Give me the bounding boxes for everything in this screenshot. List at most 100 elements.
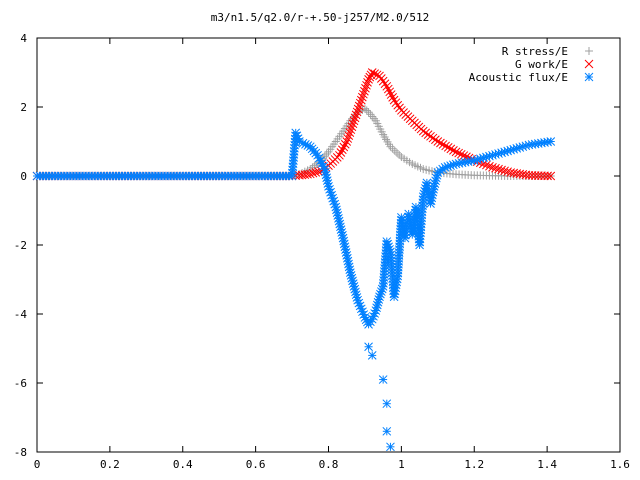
data-point <box>361 83 370 93</box>
data-point <box>385 87 395 97</box>
plot-frame <box>36 37 621 453</box>
legend-label: Acoustic flux/E <box>469 71 568 84</box>
data-point <box>308 168 318 178</box>
data-point <box>350 113 360 123</box>
data-point <box>388 144 397 153</box>
data-point <box>349 116 359 126</box>
data-point <box>335 150 344 160</box>
data-point <box>370 69 380 79</box>
data-point <box>357 92 367 102</box>
axis-ticks: 0 0.2 0.4 0.6 0.8 1 1.2 1.4 1.6 4 2 0 -2 -4 -6 -8 <box>14 32 630 471</box>
y-tick-label: 0 <box>20 170 27 183</box>
data-point <box>485 161 494 171</box>
data-point <box>370 114 379 123</box>
x-tick-label: 1 <box>398 458 405 471</box>
data-point <box>546 171 556 181</box>
data-point <box>367 351 377 360</box>
y-tick-label: 2 <box>20 101 27 114</box>
x-tick-label: 0 <box>34 458 41 471</box>
y-tick-label: -6 <box>14 377 27 390</box>
data-point <box>456 149 466 159</box>
data-point <box>337 145 347 155</box>
legend-label: R stress/E <box>502 45 568 58</box>
legend-marker <box>584 59 594 69</box>
data-point <box>443 143 453 152</box>
data-point <box>347 122 357 132</box>
data-point <box>336 148 346 157</box>
series-3 <box>32 128 556 452</box>
data-point <box>382 399 392 409</box>
data-point <box>436 138 445 148</box>
x-tick-label: 1.4 <box>537 458 557 471</box>
data-point <box>446 144 456 154</box>
data-point <box>354 101 364 111</box>
data-point <box>537 171 546 181</box>
data-point <box>524 170 534 180</box>
data-point <box>527 171 537 180</box>
data-point <box>441 141 450 151</box>
data-point <box>365 72 375 82</box>
x-tick-label: 0.4 <box>173 458 193 471</box>
data-point <box>320 152 329 161</box>
data-point <box>380 79 390 89</box>
x-tick-label: 1.2 <box>464 458 484 471</box>
data-point <box>376 74 386 83</box>
data-point <box>351 110 361 120</box>
data-point <box>375 71 384 81</box>
data-point <box>353 104 363 114</box>
data-point <box>340 139 350 149</box>
data-point <box>364 342 373 352</box>
data-point <box>389 95 399 105</box>
data-point <box>362 80 371 90</box>
data-point <box>393 148 402 157</box>
data-point <box>344 131 354 140</box>
data-point <box>322 150 331 159</box>
data-point <box>488 163 497 172</box>
data-point <box>494 164 503 174</box>
data-point <box>305 169 315 179</box>
data-point <box>451 147 461 157</box>
data-point <box>390 146 399 155</box>
data-point <box>366 110 375 119</box>
data-point <box>366 317 375 327</box>
data-point <box>383 84 393 94</box>
data-point <box>345 128 355 137</box>
x-tick-label: 0.6 <box>246 458 266 471</box>
data-point <box>368 112 377 121</box>
data-point <box>356 95 366 105</box>
data-point <box>303 169 312 179</box>
data-point <box>386 90 396 99</box>
data-point <box>378 375 388 384</box>
x-tick-label: 1.6 <box>610 458 630 471</box>
data-point <box>343 134 353 143</box>
data-point <box>346 125 356 135</box>
data-point <box>533 171 543 180</box>
data-point <box>438 140 448 149</box>
data-point <box>348 119 358 129</box>
data-point <box>378 76 388 86</box>
data-point <box>388 92 397 102</box>
chart-title: m3/n1.5/q2.0/r-+.50-j257/M2.0/512 <box>211 11 430 24</box>
data-point <box>540 171 549 181</box>
y-tick-label: -8 <box>14 446 27 459</box>
x-tick-label: 0.2 <box>100 458 120 471</box>
y-tick-label: -4 <box>14 308 28 321</box>
data-point <box>355 98 365 108</box>
data-point <box>386 442 395 452</box>
y-tick-label: -2 <box>14 239 27 252</box>
data-point <box>364 108 373 117</box>
data-point <box>543 171 552 181</box>
data-point <box>362 106 371 115</box>
data-point <box>395 150 404 159</box>
data-point <box>546 137 556 146</box>
data-point <box>454 148 463 158</box>
data-point <box>367 68 377 77</box>
data-point <box>497 165 506 175</box>
data-point <box>311 168 321 177</box>
data-point <box>382 81 392 91</box>
legend-marker <box>584 72 594 82</box>
data-point <box>393 100 403 110</box>
data-point <box>352 107 362 117</box>
